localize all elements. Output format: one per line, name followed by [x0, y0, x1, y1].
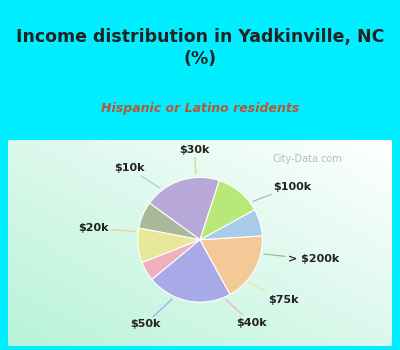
Text: City-Data.com: City-Data.com — [273, 154, 342, 164]
Text: $30k: $30k — [179, 145, 210, 174]
Text: $10k: $10k — [114, 163, 160, 188]
Text: $50k: $50k — [130, 299, 172, 329]
Wedge shape — [200, 236, 262, 294]
Text: > $200k: > $200k — [264, 254, 340, 265]
Wedge shape — [200, 210, 262, 240]
Text: $40k: $40k — [226, 300, 266, 328]
Wedge shape — [200, 181, 255, 240]
Wedge shape — [152, 240, 230, 302]
Wedge shape — [142, 240, 200, 280]
Text: Hispanic or Latino residents: Hispanic or Latino residents — [101, 102, 299, 115]
Text: $20k: $20k — [78, 223, 135, 233]
Wedge shape — [139, 203, 200, 240]
Text: $100k: $100k — [253, 182, 311, 201]
Text: $75k: $75k — [249, 283, 298, 304]
Text: Income distribution in Yadkinville, NC
(%): Income distribution in Yadkinville, NC (… — [16, 28, 384, 68]
Wedge shape — [138, 228, 200, 263]
Wedge shape — [150, 177, 219, 240]
